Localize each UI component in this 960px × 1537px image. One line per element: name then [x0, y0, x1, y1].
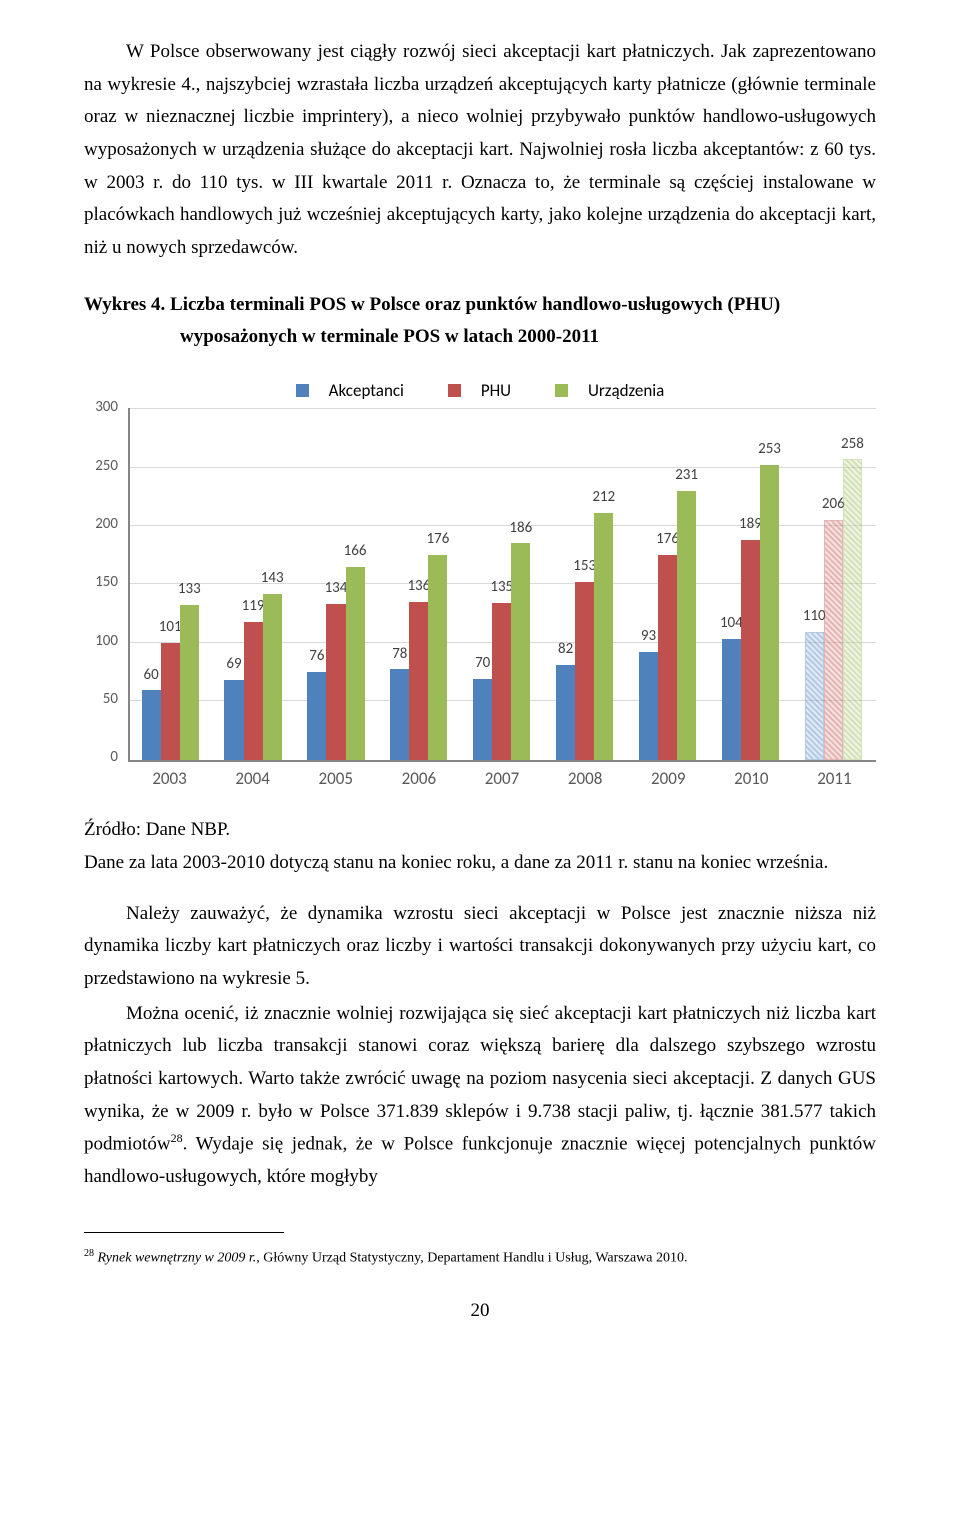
- chart-note: Dane za lata 2003-2010 dotyczą stanu na …: [84, 847, 876, 880]
- footnote-number: 28: [84, 1248, 94, 1259]
- x-axis-label: 2009: [627, 764, 710, 793]
- x-axis-label: 2006: [377, 764, 460, 793]
- bar: [677, 491, 696, 761]
- bar: [244, 622, 263, 761]
- y-tick: 100: [95, 629, 118, 655]
- bar: [658, 555, 677, 760]
- bar: [805, 632, 824, 760]
- bar-value-label: 186: [506, 516, 536, 542]
- bar: [428, 555, 447, 760]
- bar-value-label: 166: [340, 539, 370, 565]
- bar: [824, 520, 843, 760]
- legend-item: Urządzenia: [545, 376, 674, 405]
- bar-chart: 050100150200250300 601011336911914376134…: [84, 408, 876, 808]
- legend-swatch-phu: [448, 384, 461, 397]
- bar: [142, 690, 161, 760]
- bar: [556, 665, 575, 761]
- legend-item: PHU: [438, 376, 521, 405]
- bar: [741, 540, 760, 761]
- bar-group: 76134166: [296, 410, 379, 760]
- paragraph-3a: Można ocenić, iż znacznie wolniej rozwij…: [84, 1003, 876, 1155]
- bar-group: 70135186: [462, 410, 545, 760]
- bar-value-label: 133: [174, 577, 204, 603]
- chart-title: Wykres 4. Liczba terminali POS w Polsce …: [84, 289, 876, 354]
- chart-title-line2: wyposażonych w terminale POS w latach 20…: [84, 321, 876, 354]
- bar: [346, 567, 365, 761]
- bar-value-label: 231: [672, 463, 702, 489]
- legend-label: PHU: [481, 376, 511, 405]
- chart-source: Źródło: Dane NBP.: [84, 814, 876, 847]
- bar-value-label: 176: [423, 527, 453, 553]
- legend-item: Akceptanci: [286, 376, 414, 405]
- footnote-rest: , Główny Urząd Statystyczny, Departament…: [256, 1251, 687, 1266]
- legend-swatch-akceptanci: [296, 384, 309, 397]
- paragraph-3b: . Wydaje się jednak, że w Polsce funkcjo…: [84, 1134, 876, 1188]
- bar: [843, 459, 862, 760]
- y-axis: 050100150200250300: [84, 408, 124, 760]
- bar: [307, 672, 326, 761]
- bar-value-label: 258: [837, 432, 867, 458]
- bar-value-label: 212: [589, 485, 619, 511]
- bar: [224, 680, 243, 761]
- bar-group: 69119143: [213, 410, 296, 760]
- bar: [639, 652, 658, 761]
- bar-value-label: 143: [257, 566, 287, 592]
- bar: [473, 679, 492, 761]
- chart-plot: 6010113369119143761341667813617670135186…: [128, 408, 876, 762]
- x-axis-labels: 200320042005200620072008200920102011: [128, 764, 876, 793]
- bar: [409, 602, 428, 761]
- chart-title-line1: Wykres 4. Liczba terminali POS w Polsce …: [84, 289, 876, 322]
- bar: [263, 594, 282, 761]
- y-tick: 300: [95, 395, 118, 421]
- bar-group: 104189253: [710, 410, 793, 760]
- paragraph-1: W Polsce obserwowany jest ciągły rozwój …: [84, 36, 876, 265]
- bar: [760, 465, 779, 760]
- footnote-28: 28 Rynek wewnętrzny w 2009 r., Główny Ur…: [84, 1247, 876, 1269]
- x-axis-label: 2004: [211, 764, 294, 793]
- bar: [492, 603, 511, 761]
- footnote-separator: [84, 1232, 284, 1233]
- x-axis-label: 2011: [793, 764, 876, 793]
- paragraph-3: Można ocenić, iż znacznie wolniej rozwij…: [84, 998, 876, 1194]
- bar: [511, 543, 530, 760]
- y-tick: 200: [95, 512, 118, 538]
- bar: [594, 513, 613, 760]
- paragraph-2: Należy zauważyć, że dynamika wzrostu sie…: [84, 898, 876, 996]
- legend-label: Akceptanci: [329, 376, 404, 405]
- x-axis-label: 2003: [128, 764, 211, 793]
- x-axis-label: 2008: [544, 764, 627, 793]
- bar-group: 78136176: [379, 410, 462, 760]
- bar-group: 60101133: [130, 410, 213, 760]
- document-page: W Polsce obserwowany jest ciągły rozwój …: [0, 0, 960, 1351]
- bar: [722, 639, 741, 760]
- y-tick: 50: [103, 687, 118, 713]
- legend-swatch-urzadzenia: [555, 384, 568, 397]
- footnote-ref-28: 28: [171, 1131, 183, 1145]
- y-tick: 250: [95, 454, 118, 480]
- chart-legend: Akceptanci PHU Urządzenia: [84, 376, 876, 406]
- bar: [575, 582, 594, 761]
- x-axis-label: 2010: [710, 764, 793, 793]
- bar: [180, 605, 199, 760]
- chart-bars: 6010113369119143761341667813617670135186…: [130, 410, 876, 760]
- x-axis-label: 2005: [294, 764, 377, 793]
- bar: [390, 669, 409, 760]
- bar-value-label: 253: [755, 437, 785, 463]
- y-tick: 150: [95, 570, 118, 596]
- footnote-italic: Rynek wewnętrzny w 2009 r.: [94, 1251, 256, 1266]
- x-axis-label: 2007: [460, 764, 543, 793]
- bar: [326, 604, 345, 760]
- legend-label: Urządzenia: [588, 376, 664, 405]
- bar-group: 93176231: [627, 410, 710, 760]
- bar-group: 82153212: [544, 410, 627, 760]
- bar-group: 110206258: [793, 410, 876, 760]
- page-number: 20: [84, 1295, 876, 1328]
- y-tick: 0: [110, 745, 118, 771]
- bar: [161, 643, 180, 761]
